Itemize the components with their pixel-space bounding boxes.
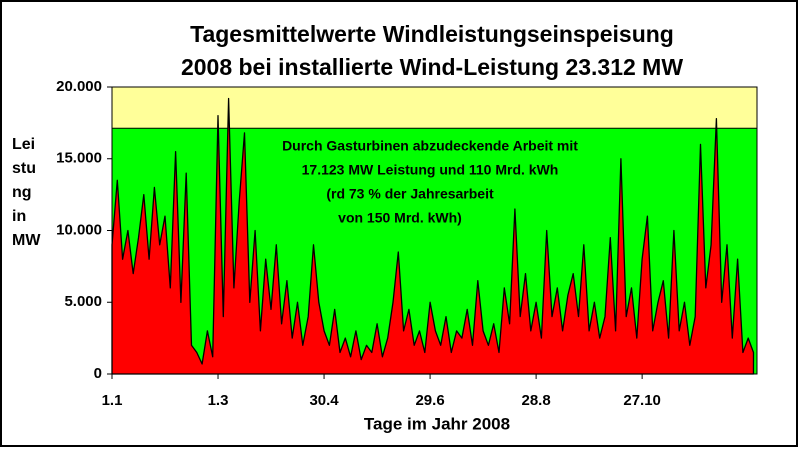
x-tick-label: 1.1: [102, 392, 123, 409]
y-axis-title: in: [12, 208, 26, 225]
y-axis-title: ng: [12, 184, 32, 201]
y-tick-label: 5.000: [64, 293, 102, 310]
x-tick-label: 29.6: [415, 392, 444, 409]
annotation: (rd 73 % der Jahresarbeit: [326, 186, 494, 202]
y-axis-title: Lei: [12, 136, 35, 153]
annotation: von 150 Mrd. kWh): [338, 210, 462, 226]
x-axis-title: Tage im Jahr 2008: [364, 414, 510, 433]
annotation: 17.123 MW Leistung und 110 Mrd. kWh: [302, 162, 559, 178]
x-tick-label: 30.4: [309, 392, 339, 409]
y-tick-label: 20.000: [56, 78, 102, 95]
y-tick-label: 15.000: [56, 150, 102, 167]
y-tick-label: 10.000: [56, 221, 102, 238]
y-tick-label: 0: [94, 365, 102, 382]
x-tick-label: 28.8: [522, 392, 551, 409]
chart-title: 2008 bei installierte Wind-Leistung 23.3…: [181, 54, 683, 80]
y-axis-title: stu: [12, 160, 36, 177]
x-tick-label: 27.10: [623, 392, 661, 409]
annotation: Durch Gasturbinen abzudeckende Arbeit mi…: [282, 138, 578, 154]
x-tick-label: 1.3: [208, 392, 229, 409]
capacity-band: [112, 87, 757, 129]
chart-title: Tagesmittelwerte Windleistungseinspeisun…: [190, 21, 674, 47]
y-axis-title: MW: [12, 232, 41, 249]
area: [111, 97, 755, 375]
